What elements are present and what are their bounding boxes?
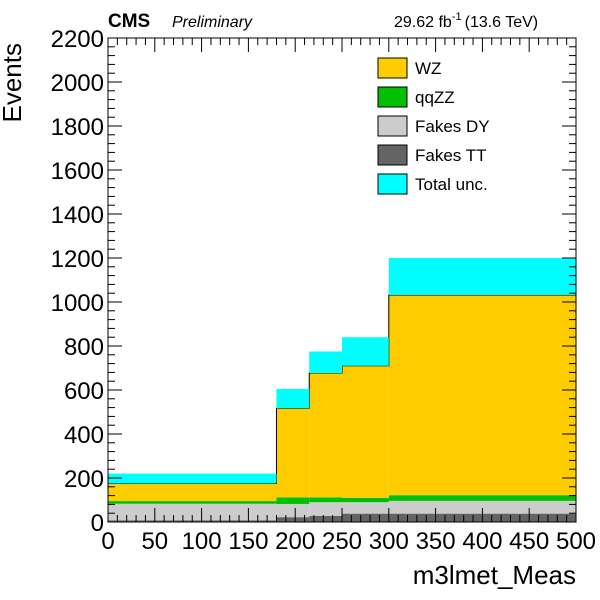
experiment-label: CMS [108, 11, 150, 32]
bar-fakes-dy-bin-2 [309, 502, 342, 516]
x-tick-label: 200 [275, 528, 315, 555]
unc-band-bin-1 [276, 388, 310, 409]
x-tick-label: 350 [416, 528, 456, 555]
ticks-layer [107, 37, 577, 523]
lumi-label: 29.62 fb-1 (13.6 TeV) [394, 11, 538, 31]
x-tick-label: 150 [228, 528, 268, 555]
legend-swatch-wz [377, 57, 408, 79]
legend-label-fakes-dy: Fakes DY [415, 117, 490, 136]
status-label: Preliminary [172, 14, 253, 31]
energy-label: (13.6 TeV) [465, 14, 539, 31]
bars-layer [107, 294, 576, 522]
legend-swatch-fakes-dy [377, 115, 408, 137]
unc-band-bin-0 [108, 473, 277, 484]
y-tick-label: 0 [91, 510, 104, 537]
unc-band-bin-2 [309, 351, 342, 374]
legend-label-total-unc: Total unc. [415, 175, 488, 194]
legend-label-fakes-tt: Fakes TT [415, 146, 486, 165]
legend-swatch-total-unc [377, 173, 408, 195]
bar-wz-bin-2 [309, 373, 342, 498]
tick-labels-layer: 0200400600800100012001400160018002000220… [51, 26, 596, 555]
bar-qqzz-bin-0 [108, 501, 277, 504]
legend-label-qqzz: qqZZ [415, 88, 455, 107]
legend-label-wz: WZ [415, 59, 441, 78]
bar-fakes-tt-bin-2 [309, 515, 342, 522]
bar-fakes-tt-bin-1 [276, 517, 310, 522]
y-tick-label: 600 [64, 378, 104, 405]
x-tick-label: 250 [322, 528, 362, 555]
y-tick-label: 1400 [51, 202, 104, 229]
bar-qqzz-bin-2 [309, 497, 342, 503]
x-tick-label: 400 [462, 528, 502, 555]
lumi-exponent: -1 [452, 11, 462, 23]
y-tick-label: 2200 [51, 26, 104, 53]
lumi-value: 29.62 fb [394, 14, 452, 31]
x-tick-label: 500 [556, 528, 596, 555]
unc-band-bin-3 [342, 337, 389, 366]
y-tick-label: 1600 [51, 158, 104, 185]
y-axis-title: Events [0, 43, 27, 123]
y-tick-label: 800 [64, 334, 104, 361]
unc-band-bin-4 [388, 258, 576, 295]
bar-qqzz-bin-1 [276, 497, 310, 504]
bar-qqzz-bin-4 [388, 495, 576, 501]
bar-wz-bin-4 [388, 294, 576, 496]
x-tick-label: 0 [101, 528, 114, 555]
x-tick-label: 50 [141, 528, 168, 555]
bar-wz-bin-3 [342, 365, 389, 498]
legend: WZ qqZZ Fakes DY Fakes TT Total unc. [377, 57, 490, 195]
y-tick-label: 400 [64, 422, 104, 449]
bar-fakes-tt-bin-3 [342, 513, 389, 522]
bar-wz-bin-0 [108, 483, 277, 502]
y-tick-label: 200 [64, 466, 104, 493]
x-axis-title: m3lmet_Meas [413, 560, 576, 590]
x-tick-label: 100 [182, 528, 222, 555]
legend-swatch-qqzz [377, 86, 408, 108]
y-tick-label: 2000 [51, 70, 104, 97]
bar-fakes-dy-bin-1 [276, 503, 310, 518]
bar-fakes-dy-bin-0 [108, 503, 277, 521]
x-tick-label: 450 [509, 528, 549, 555]
bar-qqzz-bin-3 [342, 497, 389, 503]
y-tick-label: 1000 [51, 290, 104, 317]
bar-fakes-dy-bin-3 [342, 502, 389, 514]
uncertainty-layer [108, 258, 576, 484]
x-tick-label: 300 [369, 528, 409, 555]
legend-swatch-fakes-tt [377, 144, 408, 166]
y-tick-label: 1200 [51, 246, 104, 273]
y-tick-label: 1800 [51, 114, 104, 141]
bar-wz-bin-1 [276, 408, 310, 498]
